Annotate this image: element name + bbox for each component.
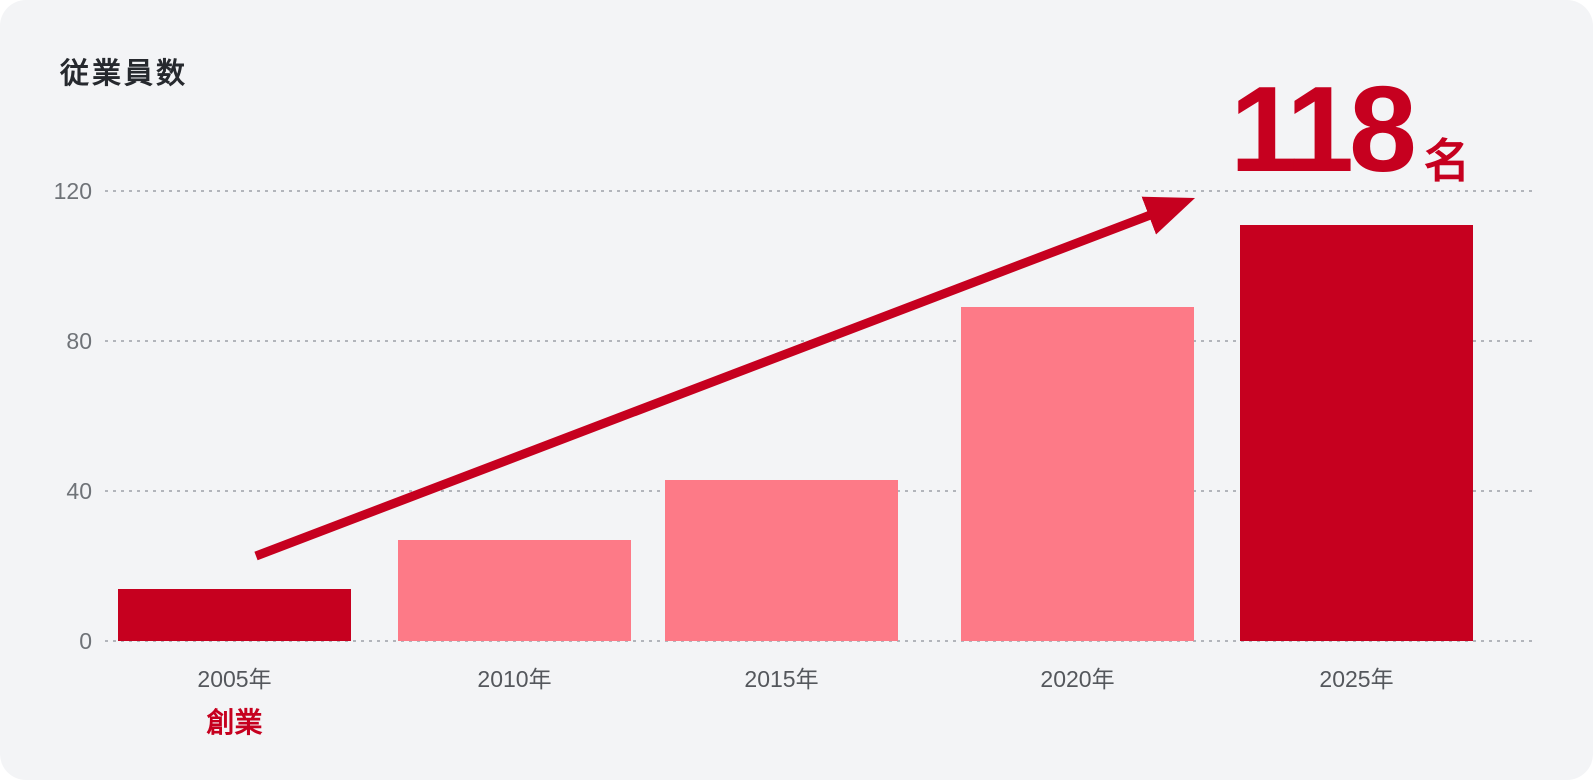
bar-2025年 <box>1240 224 1473 641</box>
callout-118: 118 名 <box>1230 61 1470 198</box>
bar-2020年 <box>961 307 1194 641</box>
x-label-2010年: 2010年 <box>477 666 552 692</box>
x-label-2015年: 2015年 <box>744 666 819 692</box>
gridline-0 <box>105 640 1533 642</box>
y-tick-label-80: 80 <box>66 328 92 354</box>
y-tick-label-0: 0 <box>79 628 92 654</box>
y-tick-label-120: 120 <box>53 178 92 204</box>
callout-number: 118 <box>1230 61 1417 198</box>
gridline-120 <box>105 190 1533 192</box>
bar-2010年 <box>398 539 631 641</box>
chart-title: 従業員数 <box>60 58 189 90</box>
bar-2005年 <box>118 588 351 641</box>
x-label-2020年: 2020年 <box>1040 666 1115 692</box>
founding-label: 創業 <box>206 707 263 738</box>
callout-unit: 名 <box>1423 135 1470 187</box>
bar-2015年 <box>665 479 898 641</box>
x-label-2025年: 2025年 <box>1319 666 1394 692</box>
y-tick-label-40: 40 <box>66 478 92 504</box>
x-label-2005年: 2005年 <box>197 666 272 692</box>
